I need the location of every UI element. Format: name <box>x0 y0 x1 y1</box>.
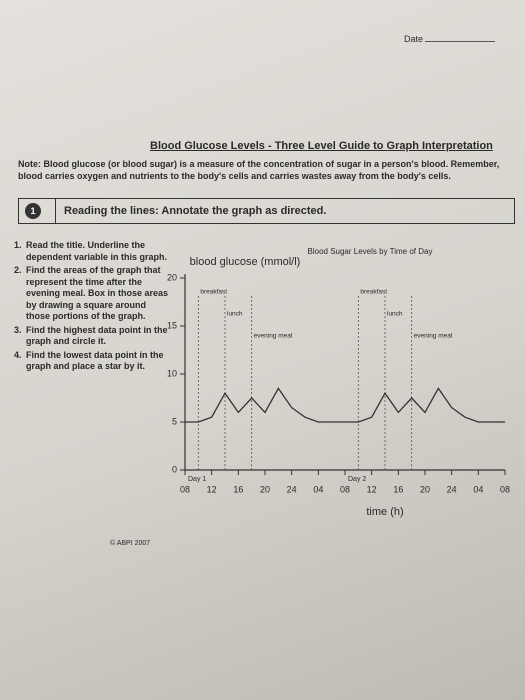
meal-label: evening meal <box>254 333 293 340</box>
x-axis-label: time (h) <box>366 506 403 518</box>
x-tick-label: 24 <box>287 484 297 494</box>
instruction: 3. Find the highest data point in the gra… <box>14 325 172 348</box>
task-number: 1 <box>25 203 41 219</box>
y-tick-label: 15 <box>167 320 177 330</box>
y-axis-label: blood glucose (mmol/l) <box>190 256 301 268</box>
x-tick-label: 04 <box>313 484 323 494</box>
x-tick-label: 08 <box>180 484 190 494</box>
meal-label: evening meal <box>414 333 453 340</box>
instruction: 1. Read the title. Underline the dependen… <box>14 240 172 263</box>
y-tick-label: 0 <box>172 464 177 474</box>
x-tick-label: 04 <box>473 484 483 494</box>
date-label: Date <box>403 34 423 44</box>
instruction-number: 1. <box>14 240 22 250</box>
instruction: 2. Find the areas of the graph that repre… <box>14 265 172 323</box>
copyright: © ABPI 2007 <box>110 540 151 547</box>
instruction-text: Find the lowest data point in the graph … <box>26 349 164 372</box>
worksheet-title: Blood Glucose Levels - Three Level Guide… <box>150 140 493 152</box>
x-tick-label: 08 <box>340 484 350 494</box>
date-line <box>425 41 495 42</box>
meal-label: lunch <box>227 311 243 318</box>
date-field: Date <box>404 34 495 44</box>
meal-label: lunch <box>387 311 403 318</box>
instruction-text: Find the highest data point in the graph… <box>26 324 168 347</box>
instruction-text: Find the areas of the graph that represe… <box>26 265 169 321</box>
x-tick-label: 24 <box>447 484 457 494</box>
y-tick-label: 10 <box>167 368 177 378</box>
x-tick-label: 12 <box>207 484 217 494</box>
day-label: Day 2 <box>348 476 366 483</box>
x-tick-label: 20 <box>260 484 270 494</box>
note: Note: Blood glucose (or blood sugar) is … <box>18 159 500 181</box>
x-tick-label: 08 <box>500 484 510 494</box>
instructions: 1. Read the title. Underline the dependen… <box>14 240 172 375</box>
meal-label: breakfast <box>360 289 387 296</box>
y-tick-label: 5 <box>172 416 177 426</box>
x-tick-label: 12 <box>367 484 377 494</box>
task-box: 1 Reading the lines: Annotate the graph … <box>18 198 515 224</box>
instruction-text: Read the title. Underline the dependent … <box>26 240 168 262</box>
day-label: Day 1 <box>188 476 206 483</box>
x-tick-label: 16 <box>393 484 403 494</box>
task-text: Reading the lines: Annotate the graph as… <box>55 199 326 223</box>
y-tick-label: 20 <box>167 272 177 282</box>
instruction: 4. Find the lowest data point in the grap… <box>14 350 172 373</box>
instruction-number: 4. <box>14 349 22 360</box>
instruction-number: 2. <box>14 265 22 275</box>
glucose-line <box>185 387 505 423</box>
x-tick-label: 20 <box>420 484 430 494</box>
x-tick-label: 16 <box>233 484 243 494</box>
meal-label: breakfast <box>200 289 227 296</box>
chart-title: Blood Sugar Levels by Time of Day <box>308 247 433 256</box>
instruction-number: 3. <box>14 324 22 335</box>
